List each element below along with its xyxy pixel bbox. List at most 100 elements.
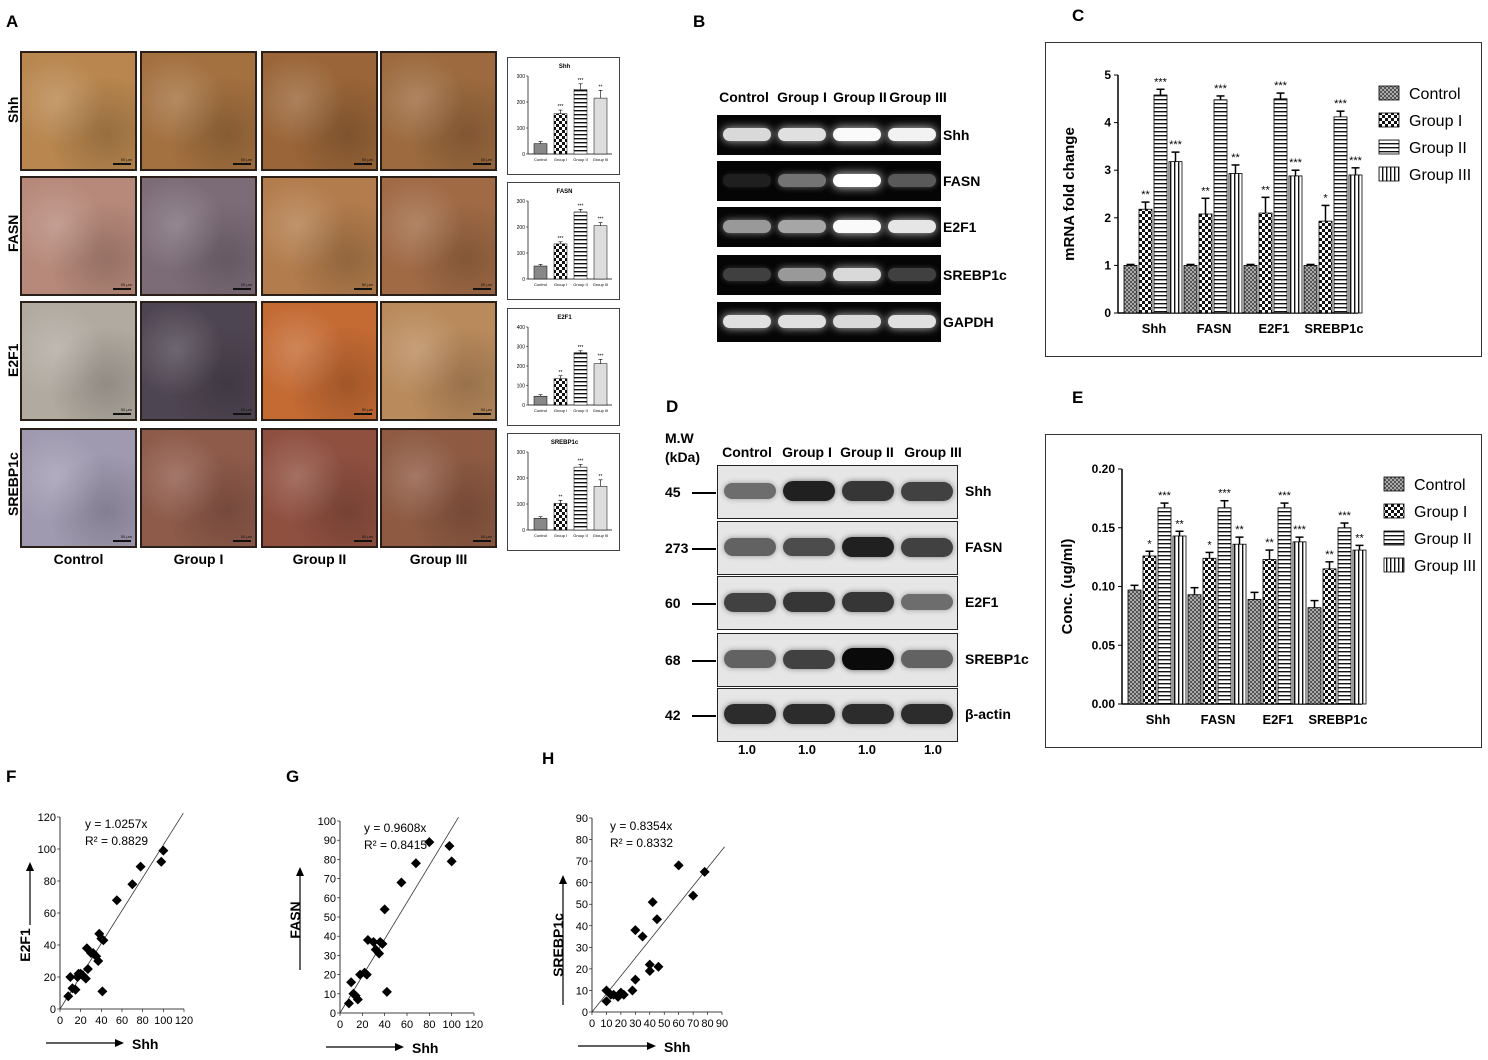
significance-marker: * xyxy=(1147,538,1152,550)
y-tick-label: 200 xyxy=(517,100,526,106)
mw-value-e2f1: 60 xyxy=(665,595,681,611)
x-tick-label: 120 xyxy=(175,1015,193,1027)
bar-srebp1c-control xyxy=(1303,264,1318,314)
y-tick-label: 50 xyxy=(324,912,336,924)
y-tick-label: 0 xyxy=(522,152,525,158)
data-point xyxy=(352,994,363,1005)
gel-band-fasn-lane-2 xyxy=(778,174,826,187)
y-axis-label: mRNA fold change xyxy=(1061,127,1078,261)
scale-bar-label: 50 μm xyxy=(120,282,132,287)
y-tick-label: 0 xyxy=(330,1008,336,1020)
data-point xyxy=(630,925,641,936)
x-tick-label: 60 xyxy=(673,1018,685,1030)
gel-band-gapdh-lane-2 xyxy=(778,315,826,328)
blot-band-fasn-lane-2 xyxy=(783,537,835,557)
category-label: Control xyxy=(534,282,547,287)
y-tick-label: 90 xyxy=(324,835,336,847)
ihc-image-e2f1-control: 50 μm xyxy=(20,301,137,421)
bar-shh-group-ii xyxy=(1157,507,1172,705)
category-label: Group II xyxy=(573,533,587,538)
category-label: Control xyxy=(534,533,547,538)
y-axis-label: E2F1 xyxy=(17,928,33,962)
scale-bar-label: 50 μm xyxy=(480,282,492,287)
gel-band-e2f1-lane-1 xyxy=(723,220,771,233)
y-tick-label: 300 xyxy=(517,345,526,351)
significance-marker: ** xyxy=(1261,184,1270,196)
bar-shh-group-i xyxy=(1138,208,1153,314)
scale-bar-label: 50 μm xyxy=(120,534,132,539)
x-tick-label: 100 xyxy=(442,1019,460,1031)
bar-shh-group-iii xyxy=(1168,161,1183,314)
panel-label-e: E xyxy=(1072,388,1084,407)
scale-bar-label: 50 μm xyxy=(480,407,492,412)
gel-band-srebp1c-lane-3 xyxy=(833,268,881,281)
y-arrow-head xyxy=(559,875,567,884)
blot-band-srebp1c-lane-4 xyxy=(901,650,953,668)
gel-band-e2f1-lane-4 xyxy=(888,220,936,233)
quant-value-actin-lane-2: 1.0 xyxy=(797,742,817,757)
blot-row-fasn xyxy=(717,521,958,575)
significance-marker: ** xyxy=(559,494,563,500)
y-tick-label: 0.15 xyxy=(1092,521,1116,535)
data-point xyxy=(644,959,655,970)
data-point xyxy=(688,890,699,901)
bar-group-ii xyxy=(573,211,588,280)
y-tick-label: 90 xyxy=(576,813,588,825)
bar-srebp1c-control xyxy=(1307,607,1322,705)
gene-label-e2f1: E2F1 xyxy=(943,219,977,235)
scale-bar-label: 50 μm xyxy=(361,407,373,412)
category-label: Group II xyxy=(573,157,587,162)
x-arrow-head xyxy=(395,1043,404,1051)
significance-marker: *** xyxy=(1349,155,1363,167)
x-tick-label: 40 xyxy=(644,1018,656,1030)
y-tick-label: 0 xyxy=(582,1007,588,1019)
mw-marker-line xyxy=(692,715,716,717)
legend-swatch-group-ii xyxy=(1378,139,1400,155)
protein-label-fasn: FASN xyxy=(965,539,1003,555)
bar-e2f1-control xyxy=(1247,599,1262,705)
lane-label-group-iii: Group III xyxy=(889,89,947,105)
data-point xyxy=(374,948,385,959)
bar-e2f1-group-ii xyxy=(1277,507,1292,705)
bar-e2f1-group-iii xyxy=(1288,175,1303,314)
blot-band-fasn-lane-4 xyxy=(901,537,953,557)
data-point xyxy=(91,951,102,962)
data-point xyxy=(601,996,612,1007)
mw-value-srebp1c: 68 xyxy=(665,652,681,668)
y-tick-label: 1 xyxy=(1104,258,1111,272)
mini-chart-srebp1c: SREBP1c 0 100 200 300 Control ** Group I *** Grou… xyxy=(507,433,620,551)
x-axis-label: Shh xyxy=(132,1036,158,1052)
x-tick-label: 40 xyxy=(379,1019,391,1031)
y-tick-label: 100 xyxy=(517,502,526,508)
significance-marker: *** xyxy=(1334,98,1348,110)
y-tick-label: 70 xyxy=(576,856,588,868)
y-tick-label: 100 xyxy=(517,384,526,390)
scale-bar-label: 50 μm xyxy=(480,534,492,539)
x-tick-label: 120 xyxy=(465,1019,483,1031)
legend-label-group-iii: Group III xyxy=(1414,558,1476,575)
y-tick-label: 3 xyxy=(1104,163,1111,177)
significance-marker: *** xyxy=(558,236,564,242)
panel-label-c: C xyxy=(1072,6,1085,25)
blot-row-actin xyxy=(717,688,958,742)
data-point xyxy=(81,943,92,954)
scale-bar xyxy=(354,163,372,165)
y-tick-label: 0.10 xyxy=(1092,580,1116,594)
x-tick-label: 30 xyxy=(629,1018,641,1030)
y-tick-label: 20 xyxy=(44,972,56,984)
mw-value-fasn: 273 xyxy=(665,540,689,556)
scale-bar xyxy=(473,163,491,165)
mini-chart-title: Shh xyxy=(559,64,571,70)
blot-band-e2f1-lane-2 xyxy=(783,592,835,612)
lane-label-control: Control xyxy=(719,89,769,105)
scale-bar xyxy=(354,413,372,415)
bar-control xyxy=(533,143,548,155)
blot-band-actin-lane-2 xyxy=(783,703,835,725)
category-label: Group III xyxy=(593,408,609,413)
lane-label-group-iii: Group III xyxy=(904,444,962,460)
significance-marker: ** xyxy=(1141,189,1150,201)
legend-swatch-group-iii xyxy=(1383,557,1405,573)
bar-control xyxy=(533,518,548,531)
x-tick-label: 60 xyxy=(116,1015,128,1027)
blot-row-srebp1c xyxy=(717,633,958,687)
